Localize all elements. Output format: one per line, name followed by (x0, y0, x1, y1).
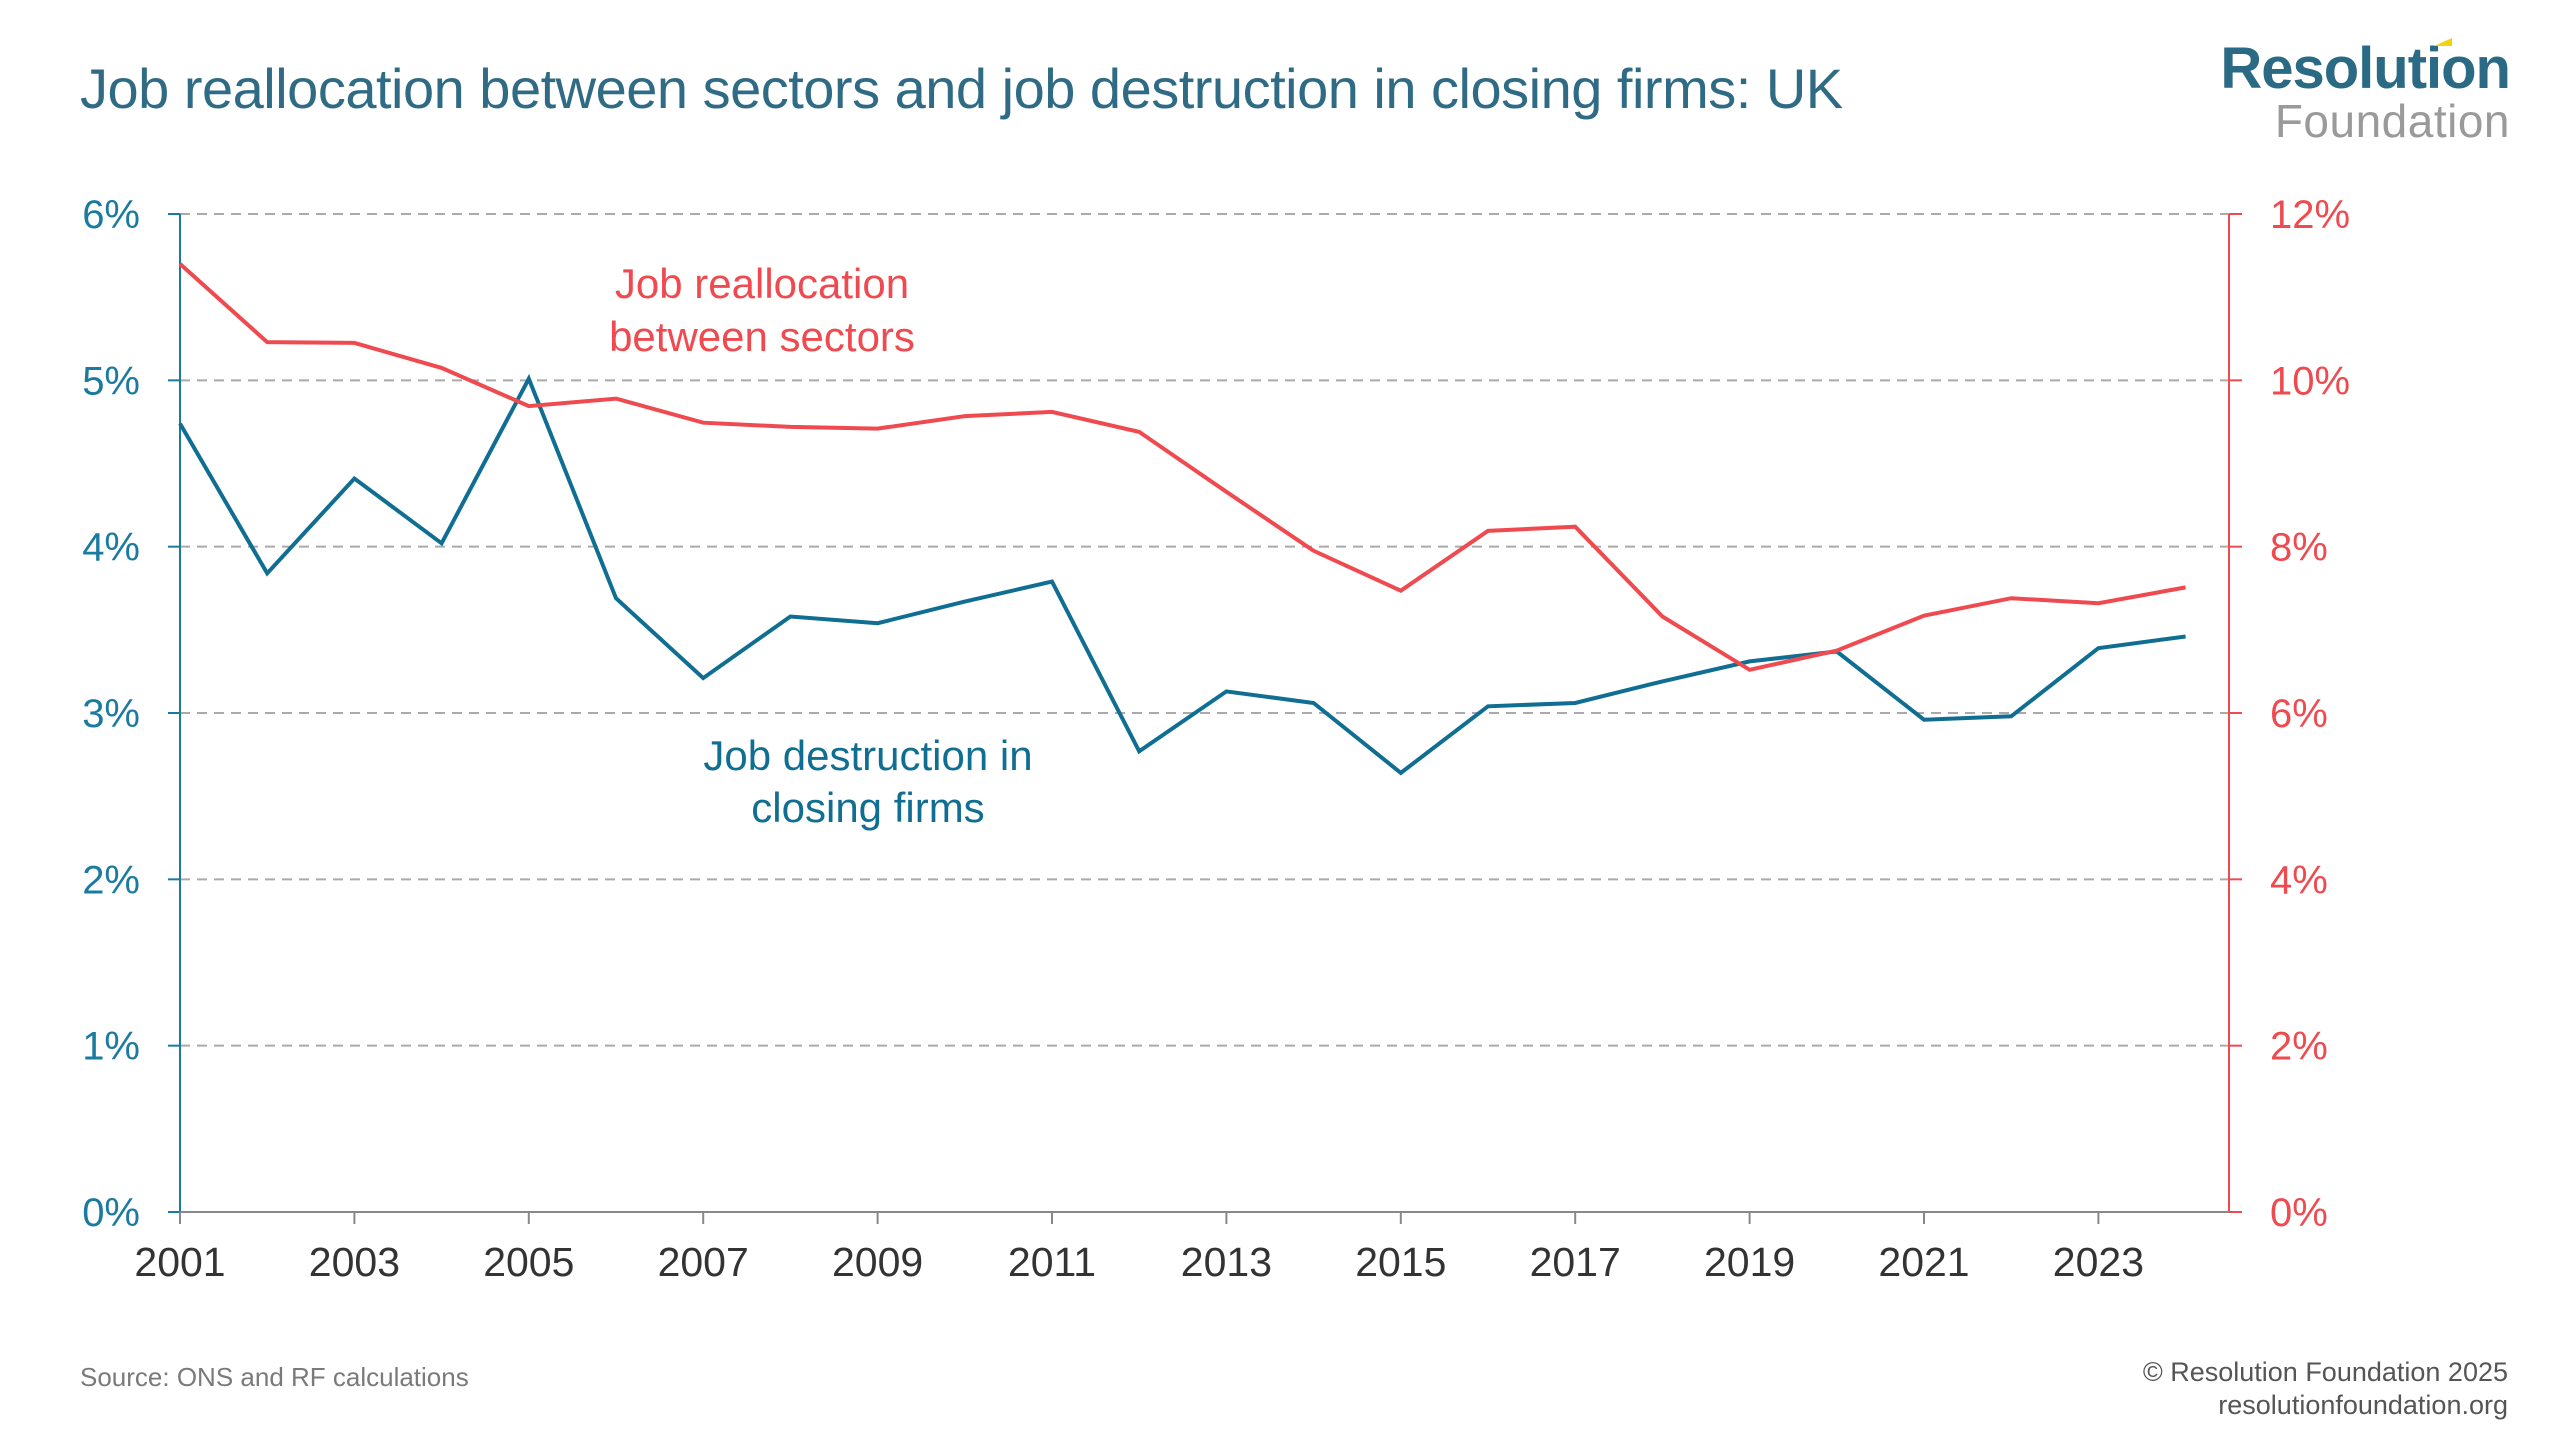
logo-wordmark-top: Resolution (2220, 38, 2511, 98)
x-axis-tick-label: 2005 (483, 1239, 574, 1285)
job-destruction-label-line1: Job destruction in (703, 732, 1032, 779)
right-axis-tick-label: 2% (2270, 1025, 2328, 1069)
x-axis-tick-label: 2019 (1704, 1239, 1795, 1285)
x-axis-tick-label: 2013 (1181, 1239, 1272, 1285)
website-link[interactable]: resolutionfoundation.org (2218, 1390, 2508, 1420)
left-axis-tick-label: 6% (82, 193, 140, 237)
right-axis-tick-label: 0% (2270, 1191, 2328, 1235)
x-axis-tick-label: 2003 (309, 1239, 400, 1285)
job-destruction-line (178, 373, 2186, 776)
copyright-text: © Resolution Foundation 2025 (2142, 1357, 2508, 1387)
right-axis-tick-label: 6% (2270, 692, 2328, 736)
left-axis-tick-label: 4% (82, 526, 140, 570)
x-axis-tick-label: 2009 (832, 1239, 923, 1285)
x-axis-tick-label: 2015 (1355, 1239, 1446, 1285)
left-axis-tick-label: 5% (82, 359, 140, 403)
series-labels: Job destruction in closing firms Job reall… (609, 260, 1033, 831)
resolution-foundation-logo: Resolution Foundation (2220, 38, 2511, 147)
series-lines (178, 262, 2186, 776)
axes: 0% 1% 2% 3% 4% 5% 6% 0% 2% 4% 6% 8% 10% 12% 2001 2003 20… (82, 193, 2350, 1285)
logo-wordmark-bottom: Foundation (2274, 95, 2510, 147)
x-axis-tick-label: 2017 (1530, 1239, 1621, 1285)
source-note: Source: ONS and RF calculations (80, 1362, 469, 1392)
right-axis-tick-label: 8% (2270, 526, 2328, 570)
right-axis-tick-label: 10% (2270, 359, 2350, 403)
chart-title: Job reallocation between sectors and job… (80, 57, 1843, 120)
left-axis-tick-label: 2% (82, 858, 140, 902)
job-reallocation-label-line1: Job reallocation (615, 260, 909, 307)
left-axis-tick-label: 0% (82, 1191, 140, 1235)
left-axis-tick-label: 1% (82, 1025, 140, 1069)
x-axis-tick-label: 2023 (2053, 1239, 2144, 1285)
right-axis-tick-label: 12% (2270, 193, 2350, 237)
x-axis-tick-label: 2011 (1008, 1239, 1096, 1285)
copyright-block: © Resolution Foundation 2025 resolutionf… (2143, 1356, 2508, 1422)
job-destruction-label-line2: closing firms (751, 784, 984, 831)
job-reallocation-label-line2: between sectors (609, 313, 915, 360)
job-reallocation-line (178, 262, 2186, 672)
logo-top-text: Resolution (2220, 36, 2511, 101)
gridlines (180, 213, 2229, 1047)
x-axis-tick-label: 2007 (658, 1239, 749, 1285)
right-axis-tick-label: 4% (2270, 858, 2328, 902)
logo-accent-icon (2434, 38, 2452, 46)
x-axis-tick-label: 2001 (134, 1239, 225, 1285)
x-axis-tick-label: 2021 (1878, 1239, 1969, 1285)
left-axis-tick-label: 3% (82, 692, 140, 736)
